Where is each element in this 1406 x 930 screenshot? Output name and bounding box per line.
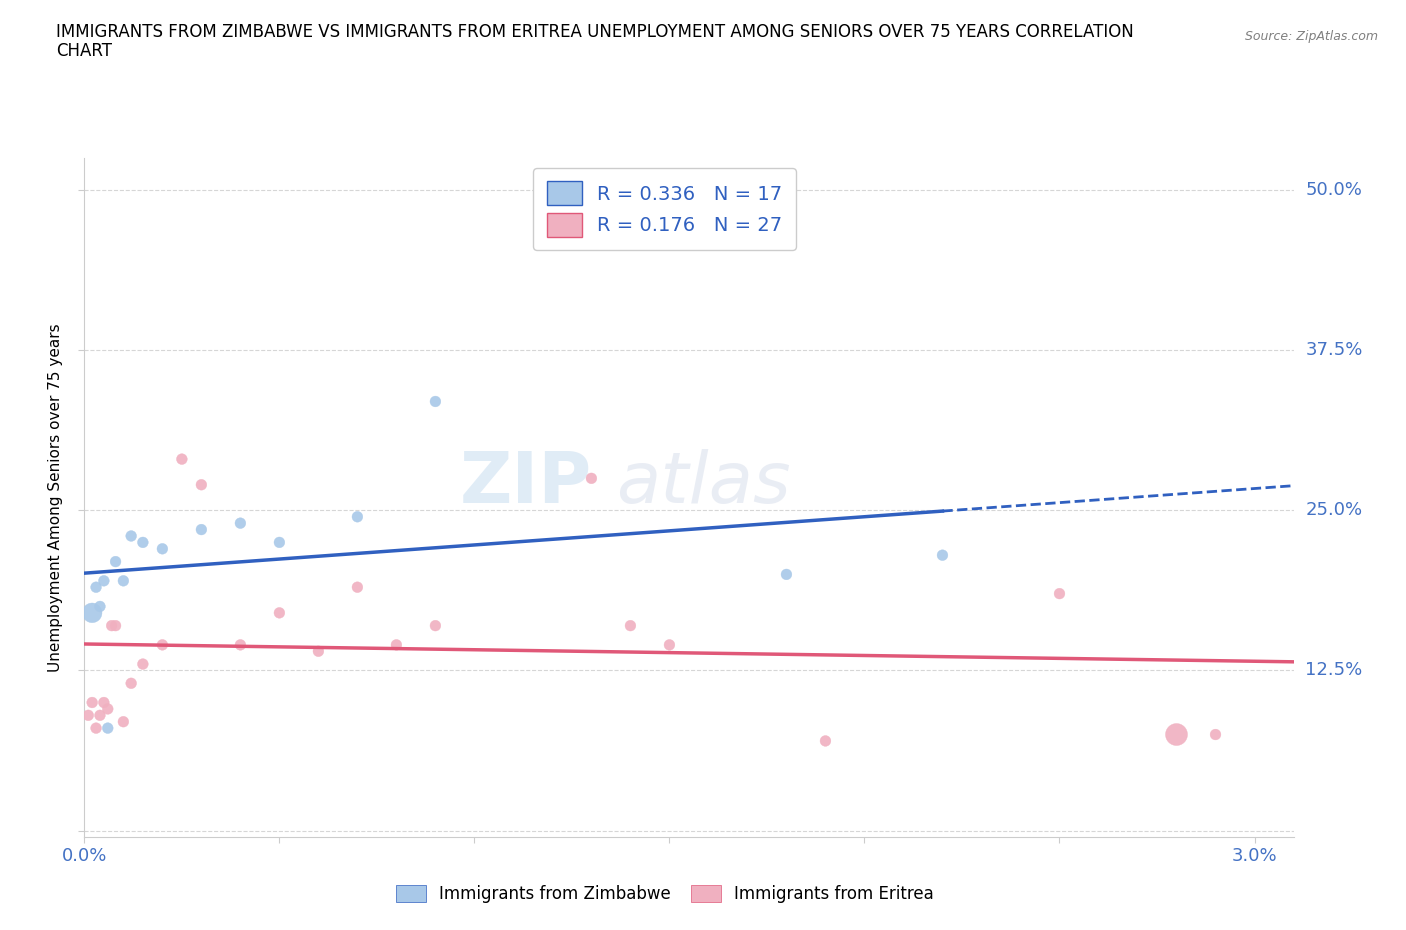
Point bbox=[425, 618, 447, 633]
Point bbox=[82, 605, 104, 620]
Point bbox=[346, 579, 368, 594]
Point bbox=[89, 708, 111, 723]
Point bbox=[100, 618, 122, 633]
Point bbox=[150, 541, 173, 556]
Point bbox=[170, 452, 193, 467]
Point bbox=[931, 548, 953, 563]
Point bbox=[89, 599, 111, 614]
Point bbox=[619, 618, 641, 633]
Point bbox=[82, 695, 104, 710]
Text: 25.0%: 25.0% bbox=[1305, 501, 1362, 519]
Text: Source: ZipAtlas.com: Source: ZipAtlas.com bbox=[1244, 30, 1378, 43]
Point bbox=[132, 535, 155, 550]
Point bbox=[385, 637, 408, 652]
Point bbox=[120, 528, 142, 543]
Point bbox=[229, 516, 252, 531]
Point bbox=[346, 510, 368, 525]
Point bbox=[97, 721, 120, 736]
Text: 12.5%: 12.5% bbox=[1305, 661, 1362, 680]
Point bbox=[150, 637, 173, 652]
Text: atlas: atlas bbox=[616, 449, 792, 518]
Point bbox=[1166, 727, 1188, 742]
Text: CHART: CHART bbox=[56, 42, 112, 60]
Point bbox=[132, 657, 155, 671]
Point bbox=[190, 522, 212, 537]
Point bbox=[775, 567, 797, 582]
Point bbox=[581, 471, 603, 485]
Point bbox=[425, 394, 447, 409]
Point bbox=[104, 554, 127, 569]
Point bbox=[1049, 586, 1071, 601]
Point bbox=[77, 708, 100, 723]
Text: IMMIGRANTS FROM ZIMBABWE VS IMMIGRANTS FROM ERITREA UNEMPLOYMENT AMONG SENIORS O: IMMIGRANTS FROM ZIMBABWE VS IMMIGRANTS F… bbox=[56, 23, 1135, 41]
Legend: Immigrants from Zimbabwe, Immigrants from Eritrea: Immigrants from Zimbabwe, Immigrants fro… bbox=[389, 879, 941, 910]
Point bbox=[1205, 727, 1227, 742]
Text: 50.0%: 50.0% bbox=[1305, 181, 1362, 199]
Point bbox=[112, 714, 135, 729]
Point bbox=[93, 574, 115, 589]
Point bbox=[658, 637, 681, 652]
Point bbox=[269, 605, 291, 620]
Text: ZIP: ZIP bbox=[460, 449, 592, 518]
Point bbox=[84, 579, 107, 594]
Text: 37.5%: 37.5% bbox=[1305, 341, 1362, 359]
Point bbox=[84, 721, 107, 736]
Point bbox=[269, 535, 291, 550]
Point bbox=[120, 676, 142, 691]
Point bbox=[307, 644, 329, 658]
Point bbox=[190, 477, 212, 492]
Point bbox=[814, 734, 837, 749]
Point bbox=[229, 637, 252, 652]
Point bbox=[104, 618, 127, 633]
Y-axis label: Unemployment Among Seniors over 75 years: Unemployment Among Seniors over 75 years bbox=[48, 324, 63, 671]
Point bbox=[93, 695, 115, 710]
Point bbox=[97, 701, 120, 716]
Point bbox=[112, 574, 135, 589]
